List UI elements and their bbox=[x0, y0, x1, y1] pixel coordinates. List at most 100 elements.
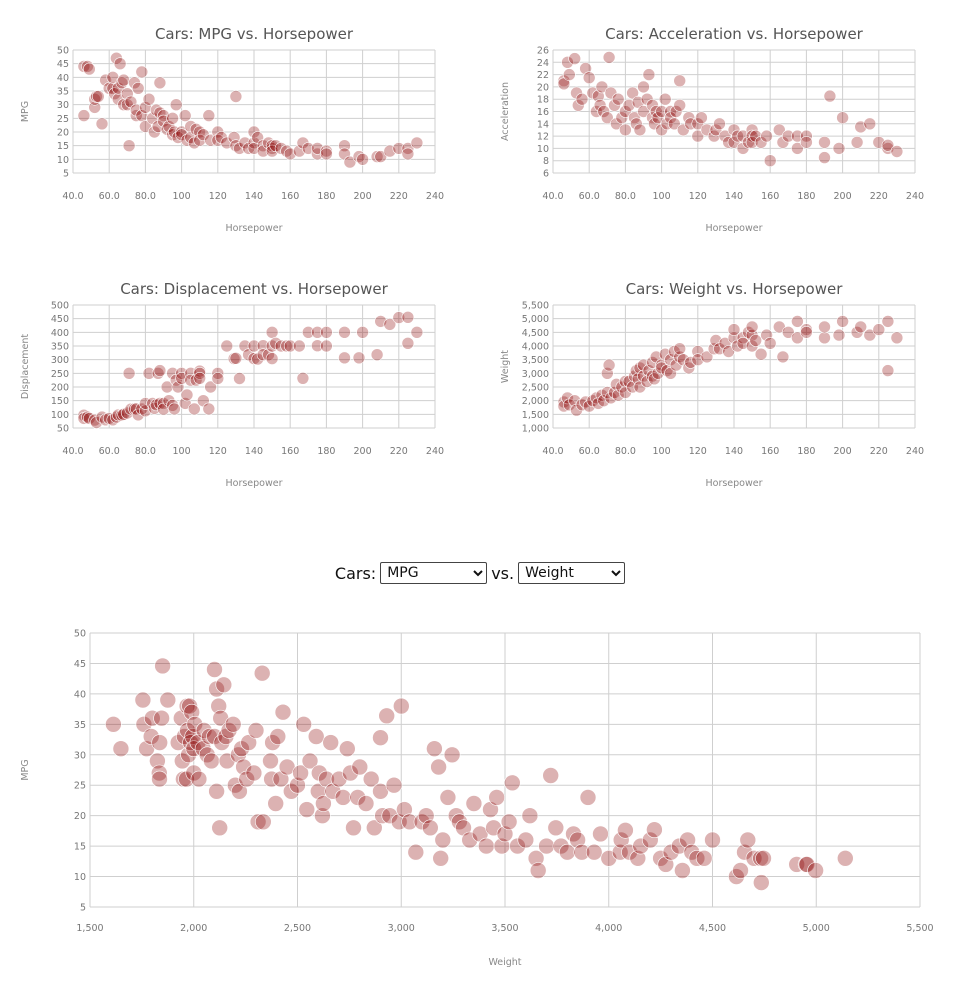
data-point bbox=[151, 764, 168, 782]
y-tick-label: 50 bbox=[74, 629, 86, 640]
data-point bbox=[854, 320, 868, 334]
data-point bbox=[265, 325, 279, 339]
data-point bbox=[204, 133, 217, 147]
chart-displacement-vs-horsepower: 40.0 60.0 80.0 100 120 140 160 180 200 220 240 50 10… bbox=[20, 280, 444, 489]
data-point bbox=[727, 136, 741, 149]
selector-vs-label: vs. bbox=[491, 563, 515, 583]
y-variable-select[interactable]: MPG bbox=[380, 562, 488, 584]
data-point bbox=[301, 142, 315, 155]
data-point bbox=[642, 68, 656, 81]
data-point bbox=[754, 347, 768, 361]
y-tick-label: 20 bbox=[57, 128, 69, 139]
x-tick-label: 220 bbox=[390, 446, 408, 457]
x-tick-label: 4,000 bbox=[595, 923, 622, 934]
data-point bbox=[186, 715, 204, 733]
y-tick-label: 40 bbox=[74, 689, 86, 700]
data-point bbox=[552, 837, 570, 855]
data-point bbox=[818, 136, 831, 149]
data-point bbox=[298, 801, 316, 818]
x-tick-label: 80.0 bbox=[135, 446, 156, 457]
x-tick-label: 220 bbox=[870, 191, 888, 202]
data-point bbox=[410, 325, 424, 339]
x-tick-label: 180 bbox=[797, 191, 815, 202]
data-point bbox=[772, 123, 786, 137]
data-point bbox=[529, 862, 547, 879]
data-point bbox=[315, 795, 332, 812]
data-point bbox=[178, 697, 196, 715]
data-point bbox=[421, 819, 439, 837]
data-point bbox=[153, 76, 167, 90]
x-variable-select[interactable]: Weight bbox=[518, 562, 626, 584]
data-point bbox=[434, 831, 452, 849]
data-point bbox=[700, 123, 714, 137]
y-axis-label: Acceleration bbox=[500, 82, 511, 141]
data-point bbox=[673, 342, 687, 356]
x-tick-label: 160 bbox=[281, 446, 299, 457]
data-point bbox=[800, 323, 813, 336]
data-point bbox=[392, 142, 406, 155]
x-tick-label: 240 bbox=[426, 446, 444, 457]
data-point bbox=[669, 105, 683, 118]
data-point bbox=[215, 676, 233, 694]
data-point bbox=[320, 339, 333, 353]
data-point bbox=[621, 843, 638, 861]
data-point bbox=[381, 807, 399, 825]
data-point bbox=[788, 856, 806, 873]
data-point bbox=[633, 123, 647, 137]
data-point bbox=[392, 311, 406, 324]
x-tick-label: 200 bbox=[834, 191, 852, 202]
y-tick-label: 100 bbox=[51, 410, 69, 421]
data-point bbox=[832, 142, 846, 155]
data-point bbox=[202, 109, 216, 122]
data-point bbox=[130, 109, 143, 122]
y-tick-label: 30 bbox=[74, 750, 86, 761]
y-tick-label: 14 bbox=[537, 119, 549, 130]
y-tick-label: 26 bbox=[537, 46, 549, 57]
data-point bbox=[151, 770, 168, 788]
y-tick-label: 1,500 bbox=[522, 410, 549, 421]
data-point bbox=[611, 843, 629, 861]
x-tick-label: 160 bbox=[761, 446, 779, 457]
data-point bbox=[385, 776, 403, 794]
y-tick-label: 22 bbox=[537, 70, 549, 81]
data-point bbox=[372, 729, 389, 747]
data-point bbox=[604, 86, 618, 100]
data-point bbox=[673, 99, 687, 112]
data-point bbox=[401, 147, 415, 161]
data-point bbox=[477, 837, 495, 855]
y-tick-label: 4,000 bbox=[522, 342, 549, 353]
data-point bbox=[213, 734, 231, 751]
data-point bbox=[168, 402, 181, 416]
x-tick-label: 240 bbox=[906, 446, 924, 457]
y-tick-label: 35 bbox=[74, 720, 86, 731]
x-tick-label: 180 bbox=[797, 446, 815, 457]
y-tick-label: 24 bbox=[537, 58, 549, 69]
data-point bbox=[254, 813, 272, 831]
x-tick-label: 1,500 bbox=[76, 923, 103, 934]
data-point bbox=[760, 328, 773, 342]
data-point bbox=[673, 74, 687, 88]
data-point bbox=[121, 87, 134, 100]
data-point bbox=[95, 117, 109, 131]
data-point bbox=[356, 153, 369, 166]
data-point bbox=[637, 105, 650, 118]
data-point bbox=[153, 709, 170, 727]
data-point bbox=[461, 831, 479, 849]
data-point bbox=[122, 366, 136, 380]
data-point bbox=[139, 101, 152, 114]
data-point bbox=[193, 371, 206, 385]
data-point bbox=[198, 746, 216, 764]
data-point bbox=[178, 770, 195, 788]
x-tick-label: 5,500 bbox=[906, 923, 933, 934]
data-point bbox=[881, 139, 895, 152]
data-point bbox=[178, 397, 192, 410]
data-point bbox=[465, 795, 483, 812]
data-point bbox=[410, 136, 424, 150]
data-point bbox=[292, 764, 309, 782]
data-point bbox=[324, 782, 342, 800]
data-point bbox=[113, 57, 127, 71]
data-point bbox=[204, 380, 217, 394]
data-point bbox=[77, 109, 91, 122]
data-point bbox=[180, 388, 194, 402]
data-point bbox=[691, 129, 705, 143]
